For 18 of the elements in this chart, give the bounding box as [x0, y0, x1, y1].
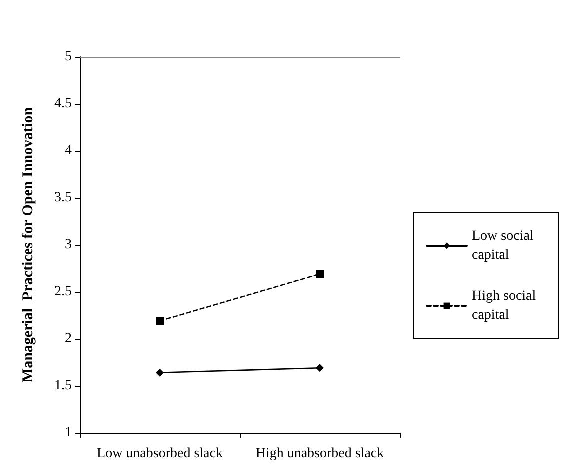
y-tick-label: 3 — [65, 238, 72, 252]
y-tick-label: 1 — [65, 426, 72, 440]
y-tick-label: 2 — [65, 332, 72, 346]
point — [156, 368, 164, 377]
y-tick-label: 4 — [65, 144, 72, 158]
y-tick-label: 5 — [65, 50, 72, 64]
x-tick-label: Low unabsorbed slack — [97, 446, 223, 462]
y-axis-title: Managerial Practices for Open Innovation — [20, 106, 36, 383]
legend-label: Low social capital — [472, 229, 538, 263]
x-tick-label: High unabsorbed slack — [256, 446, 384, 462]
legend-label: High social capital — [472, 289, 540, 323]
y-tick-label: 2.5 — [54, 284, 72, 300]
y-tick-label: 1.5 — [54, 378, 72, 394]
point — [316, 270, 324, 278]
y-tick-label: 3.5 — [54, 190, 72, 206]
point — [156, 317, 164, 326]
point — [316, 364, 324, 372]
y-tick-label: 4.5 — [54, 96, 72, 112]
